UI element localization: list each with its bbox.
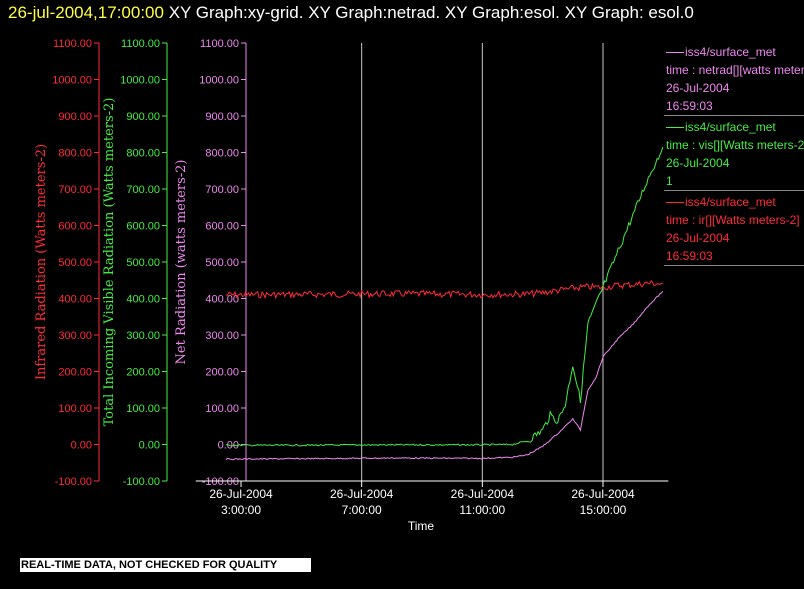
axes-layer: 1100.00 1000.00 900.00 800.00 700.00 600.00 50… <box>34 38 247 488</box>
legend-swatch <box>666 127 684 129</box>
x-axis-label: Time <box>408 519 435 533</box>
y-tick-label: 400.00 <box>205 294 239 306</box>
y-tick-label: 600.00 <box>205 221 239 233</box>
x-axis: 26-Jul-2004 3:00:00 26-Jul-2004 7:00:00 26-J… <box>195 480 669 517</box>
x-tick-date: 26-Jul-2004 <box>451 487 515 501</box>
y-tick-label: 1000.00 <box>120 75 160 87</box>
y-tick-label: 1100.00 <box>200 38 239 50</box>
x-tick-date: 26-Jul-2004 <box>571 487 635 501</box>
y-tick-label: 600.00 <box>58 221 92 233</box>
y-axis-title: Infrared Radiation (Watts meters-2) <box>34 144 49 380</box>
y-tick-label: -100.00 <box>202 476 239 488</box>
legend-date: 26-Jul-2004 <box>666 231 730 245</box>
y-tick-label: 700.00 <box>126 184 160 196</box>
y-tick-label: 1000.00 <box>199 75 239 87</box>
y-axis-title: Total Incoming Visible Radiation (Watts … <box>102 98 117 427</box>
y-tick-label: 400.00 <box>126 294 160 306</box>
y-tick-label: 0.00 <box>71 440 92 452</box>
y-tick-label: 1100.00 <box>121 38 160 50</box>
legend-date: 26-Jul-2004 <box>666 156 730 170</box>
quality-warning: REAL-TIME DATA, NOT CHECKED FOR QUALITY <box>20 558 311 572</box>
series-line-ir <box>225 279 664 300</box>
legend-swatch <box>666 52 684 54</box>
y-axis-title: Net Radiation (watts meters-2) <box>174 160 189 365</box>
legend-swatch <box>666 202 684 204</box>
y-tick-label: 0.00 <box>139 440 160 452</box>
y-tick-label: 200.00 <box>58 367 92 379</box>
x-tick-time: 3:00:00 <box>221 503 261 517</box>
y-tick-label: 700.00 <box>205 184 239 196</box>
series-layer <box>225 146 664 461</box>
legend-time: 16:59:03 <box>666 249 713 263</box>
y-tick-label: 300.00 <box>58 330 92 342</box>
window-title: 26-jul-2004,17:00:00 XY Graph:xy-grid. X… <box>8 2 768 24</box>
y-tick-label: 900.00 <box>58 111 92 123</box>
y-tick-label: 300.00 <box>126 330 160 342</box>
x-tick-date: 26-Jul-2004 <box>330 487 394 501</box>
grid-layer <box>361 43 604 481</box>
x-tick-date: 26-Jul-2004 <box>209 487 273 501</box>
y-tick-label: 200.00 <box>205 367 239 379</box>
y-tick-label: 700.00 <box>58 184 92 196</box>
legend-date: 26-Jul-2004 <box>666 81 730 95</box>
y-tick-label: -100.00 <box>123 476 160 488</box>
y-tick-label: 800.00 <box>58 148 92 160</box>
legend-desc: time : vis[][Watts meters-2] <box>666 138 804 152</box>
title-graph-list: XY Graph:xy-grid. XY Graph:netrad. XY Gr… <box>163 3 694 22</box>
y-tick-label: 100.00 <box>205 403 239 415</box>
y-tick-label: 900.00 <box>126 111 160 123</box>
legend-desc: time : netrad[][watts meters-2] <box>666 63 804 77</box>
y-tick-label: 500.00 <box>205 257 239 269</box>
y-tick-label: 400.00 <box>58 294 92 306</box>
y-tick-label: 900.00 <box>205 111 239 123</box>
x-tick-time: 11:00:00 <box>459 503 505 517</box>
y-tick-label: 500.00 <box>58 257 92 269</box>
series-line-vis <box>225 146 664 447</box>
y-tick-label: 100.00 <box>58 403 92 415</box>
y-tick-label: 300.00 <box>205 330 239 342</box>
y-tick-label: -100.00 <box>55 476 92 488</box>
y-tick-label: 600.00 <box>126 221 160 233</box>
y-tick-label: 100.00 <box>126 403 160 415</box>
legend-time: 1 <box>666 174 673 188</box>
legend-source: iss4/surface_met <box>685 195 776 209</box>
legend-desc: time : ir[][Watts meters-2] <box>666 213 800 227</box>
y-tick-label: 0.00 <box>218 440 239 452</box>
y-tick-label: 500.00 <box>126 257 160 269</box>
y-tick-label: 800.00 <box>126 148 160 160</box>
title-timestamp: 26-jul-2004,17:00:00 <box>8 3 164 22</box>
y-tick-label: 1000.00 <box>52 75 92 87</box>
y-tick-label: 1100.00 <box>53 38 92 50</box>
y-tick-label: 800.00 <box>205 148 239 160</box>
x-tick-time: 15:00:00 <box>580 503 627 517</box>
legend-time: 16:59:03 <box>666 99 713 113</box>
x-tick-time: 7:00:00 <box>342 503 382 517</box>
y-tick-label: 200.00 <box>126 367 160 379</box>
legend-source: iss4/surface_met <box>685 120 776 134</box>
series-line-netrad <box>225 290 664 461</box>
legend-source: iss4/surface_met <box>685 45 776 59</box>
